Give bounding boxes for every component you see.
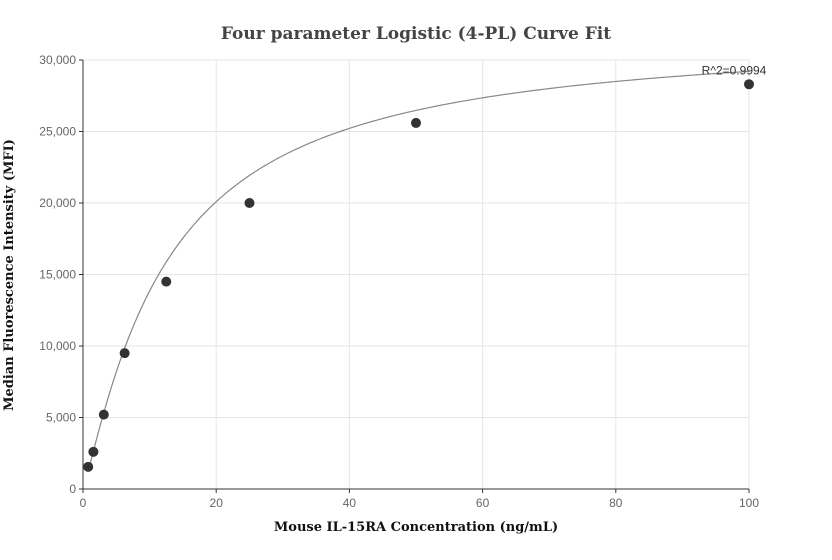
x-tick-label: 100 [739,496,759,510]
y-tick-label: 30,000 [39,53,76,67]
data-point [98,409,109,420]
data-point [244,198,255,208]
x-tick-label: 0 [80,496,87,510]
y-tick-label: 10,000 [39,339,76,353]
y-tick-label: 15,000 [39,268,76,282]
grid [83,59,750,489]
x-tick-label: 40 [343,496,357,510]
data-point [83,461,94,472]
data-point [411,117,421,128]
y-tick-label: 20,000 [39,196,76,210]
fit-curve [87,70,750,472]
y-tick-label: 5,000 [46,411,76,425]
y-axis-title: Median Fluorescence Intensity (MFI) [2,139,17,411]
x-tick-label: 80 [609,496,623,510]
data-point [88,446,99,457]
data-points [83,79,754,472]
chart-title: Four parameter Logistic (4-PL) Curve Fit [221,24,611,44]
r-squared-label: R^2=0.9994 [702,63,767,77]
data-point [161,276,172,287]
x-tick-label: 20 [210,496,224,510]
y-tick-label: 25,000 [39,125,76,139]
ticks: 0 5,000 10,000 15,000 20,000 25,000 30,000 0 20 4… [39,53,759,510]
y-tick-label: 0 [69,482,76,496]
x-tick-label: 60 [476,496,490,510]
x-axis-title: Mouse IL-15RA Concentration (ng/mL) [274,520,558,535]
data-point [744,79,754,90]
data-point [119,348,130,359]
